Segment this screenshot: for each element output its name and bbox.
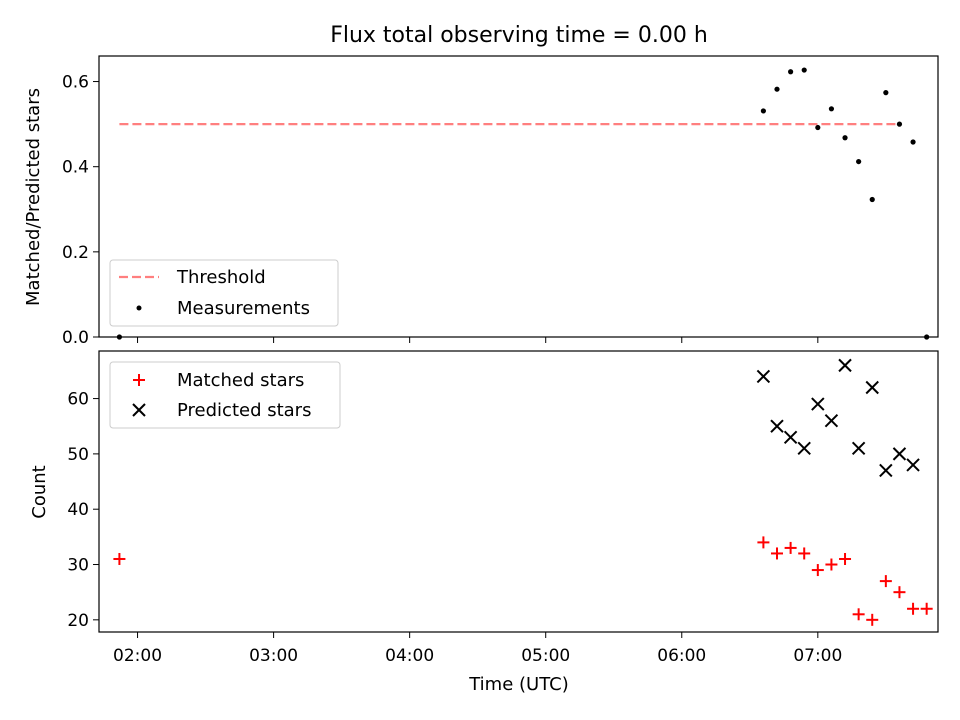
top-y-tick-label: 0.0	[62, 328, 89, 348]
measurement-point	[801, 67, 807, 73]
measurements-legend-label: Measurements	[177, 298, 310, 319]
bottom-y-ticks: 20 30 40 50 60	[67, 390, 99, 631]
matched-stars-point	[825, 558, 838, 571]
measurement-point	[856, 158, 862, 165]
bottom-panel: 20 30 40 50 60 02:00 03:00 04:00 05:00 06:00 07:0…	[29, 350, 939, 695]
bottom-y-axis-label: Count	[29, 465, 50, 518]
x-axis-label: Time (UTC)	[468, 674, 569, 695]
measurements-legend-swatch	[136, 305, 142, 311]
measurement-point	[760, 108, 766, 114]
chart-title: Flux total observing time = 0.00 h	[330, 23, 708, 48]
measurement-point	[774, 86, 780, 92]
top-axes-frame	[98, 55, 939, 338]
bottom-plot-area	[113, 358, 933, 626]
x-tick-label: 04:00	[385, 646, 434, 666]
top-panel: 0.0 0.2 0.4 0.6 Matched/Predicted stars Thr…	[23, 55, 939, 348]
matched-stars-point	[852, 608, 865, 621]
bottom-axes-frame	[98, 350, 939, 633]
matched-stars-point	[893, 586, 906, 599]
matched-stars-point	[920, 602, 933, 615]
top-y-ticks: 0.0 0.2 0.4 0.6	[62, 73, 99, 348]
bottom-y-tick-label: 40	[67, 500, 89, 520]
matched-stars-point	[784, 541, 797, 554]
matched-stars-legend-label: Matched stars	[177, 370, 304, 391]
top-legend-box	[109, 259, 339, 327]
matched-stars-point	[811, 564, 824, 577]
top-y-tick-label: 0.6	[62, 73, 89, 93]
measurement-point	[869, 196, 875, 203]
x-tick-label: 06:00	[657, 646, 706, 666]
predicted-stars-point	[865, 380, 879, 395]
matched-stars-point	[113, 552, 126, 565]
bottom-y-tick-label: 50	[67, 445, 89, 465]
predicted-stars-point	[851, 441, 866, 456]
matched-stars-legend-swatch	[133, 374, 145, 386]
predicted-stars-point	[838, 358, 852, 373]
measurement-point	[910, 139, 916, 145]
top-y-tick-label: 0.2	[62, 243, 89, 263]
top-legend: Threshold Measurements	[109, 259, 339, 327]
predicted-stars-legend-swatch	[132, 403, 146, 417]
x-tick-label: 02:00	[113, 646, 162, 666]
measurement-point	[842, 135, 848, 141]
x-tick-label: 05:00	[521, 646, 570, 666]
bottom-x-ticks: 02:00 03:00 04:00 05:00 06:00 07:00	[113, 632, 842, 666]
predicted-stars-point	[879, 463, 893, 478]
predicted-stars-point	[756, 369, 771, 384]
predicted-stars-legend-label: Predicted stars	[177, 400, 311, 421]
threshold-legend-label: Threshold	[176, 267, 266, 288]
x-tick-label: 07:00	[793, 646, 842, 666]
measurement-point	[815, 124, 821, 131]
predicted-stars-point	[892, 447, 907, 461]
measurement-point	[883, 90, 889, 96]
top-y-tick-label: 0.4	[62, 158, 89, 178]
matched-stars-point	[757, 536, 770, 549]
measurement-point	[896, 121, 903, 127]
predicted-stars-point	[783, 430, 798, 444]
matched-stars-point	[866, 613, 879, 626]
matched-stars-point	[839, 552, 852, 565]
measurement-point	[828, 106, 835, 112]
top-y-axis-label: Matched/Predicted stars	[23, 88, 44, 306]
bottom-y-tick-label: 60	[67, 390, 89, 410]
predicted-stars-point	[906, 458, 920, 472]
top-x-ticks	[137, 337, 819, 343]
predicted-stars-point	[797, 441, 811, 456]
predicted-stars-point	[770, 419, 784, 433]
matched-stars-point	[771, 547, 784, 560]
matched-stars-point	[907, 602, 920, 615]
predicted-stars-point	[824, 413, 839, 428]
bottom-y-tick-label: 30	[67, 556, 89, 576]
predicted-stars-point	[811, 397, 825, 411]
x-tick-label: 03:00	[249, 646, 298, 666]
bottom-y-tick-label: 20	[67, 611, 89, 631]
bottom-legend-box	[109, 361, 341, 429]
bottom-legend: Matched stars Predicted stars	[109, 361, 341, 429]
matched-stars-point	[879, 575, 892, 588]
matched-stars-point	[798, 547, 811, 560]
measurement-point	[788, 69, 794, 75]
